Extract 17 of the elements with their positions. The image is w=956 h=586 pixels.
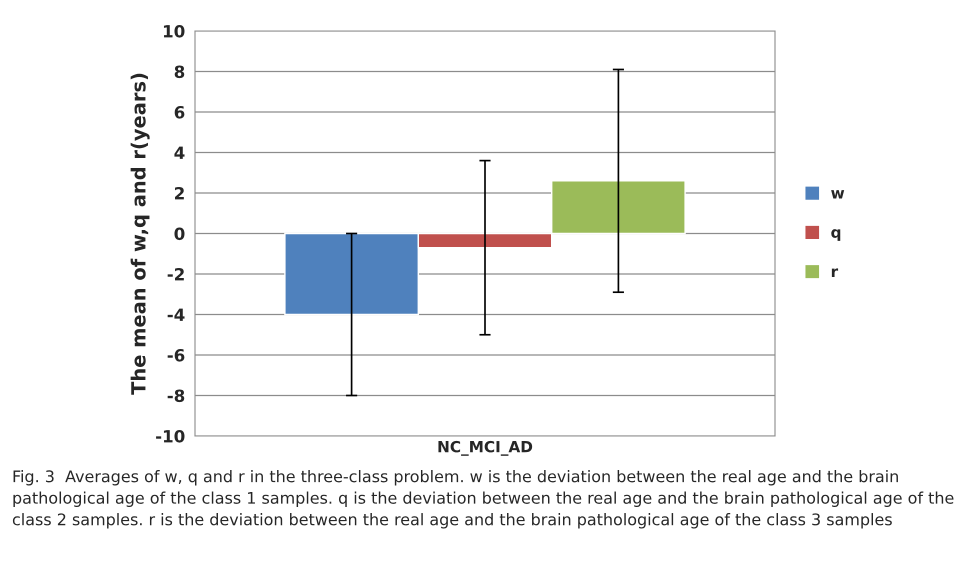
y-tick-label: -8 <box>168 389 184 402</box>
y-tick-label: -6 <box>168 348 184 362</box>
y-tick-label: 8 <box>174 65 184 78</box>
legend-label: r <box>832 268 838 277</box>
y-tick-label: -4 <box>168 308 185 321</box>
y-tick-label: -2 <box>168 268 184 280</box>
y-tick-label: 0 <box>174 227 184 240</box>
y-tick-label: -10 <box>156 430 184 443</box>
y-tick-label: 6 <box>174 106 184 119</box>
y-tick-label: 2 <box>175 186 184 200</box>
x-tick-label: NC_MCI_AD <box>438 440 532 456</box>
y-tick-label: 4 <box>174 146 185 159</box>
legend-label: w <box>831 190 844 198</box>
legend-label: q <box>831 229 840 241</box>
caption: Fig. 3 Averages of w, q and r in the three-class problem. w is the deviation between the real age and the brain pathological age of the class 1 samples. q is the deviation between the real age and the brain pathological age of the class 2 samples. r is the deviation between the real age and the brain pathological age of the class 3 samples <box>12 470 954 529</box>
y-tick-label: 10 <box>164 24 184 38</box>
y-axis-title: The mean of w,q and r(years) <box>130 74 150 395</box>
